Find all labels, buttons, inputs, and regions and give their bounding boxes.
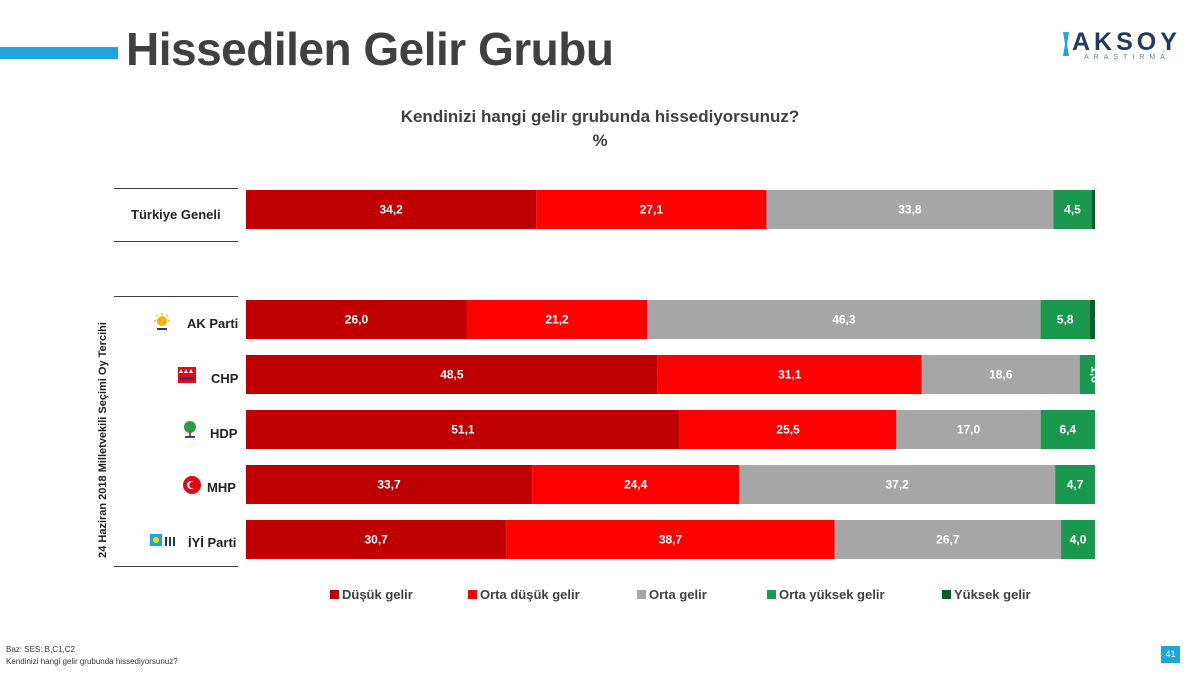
bar-segment (1089, 300, 1095, 339)
bar-segment (1040, 410, 1095, 449)
bar-value-label: 1,8 (1088, 366, 1102, 383)
bar-segment (532, 465, 740, 504)
row-label-iyi-parti: İYİ Parti (188, 535, 237, 550)
page-title: Hissedilen Gelir Grubu (126, 23, 614, 75)
footnote-base: Baz: SES: B,C1,C2 (6, 645, 75, 654)
bar-segment (466, 300, 648, 339)
legend-swatch (767, 590, 776, 599)
mhp-logo-icon (183, 476, 201, 494)
aksoy-logo: AKSOY ARAŞTIRMA (1062, 28, 1182, 68)
chp-logo-icon (178, 367, 196, 383)
bar-segment (246, 410, 680, 449)
chart-title: Kendinizi hangi gelir grubunda hissediyo… (400, 107, 800, 126)
bar-segment (647, 300, 1041, 339)
legend-label: Orta gelir (649, 587, 707, 602)
bar-segment (766, 190, 1054, 229)
bar-value-label: 27,1 (640, 203, 664, 217)
bar-segment (506, 520, 835, 559)
legend-swatch (330, 590, 339, 599)
chart-subtitle: % (592, 131, 608, 150)
bar-segment (536, 190, 767, 229)
page-number: 41 (1161, 646, 1180, 663)
bar-value-label: 34,2 (379, 203, 403, 217)
bar-value-label: 24,4 (624, 478, 648, 492)
bar-value-label: 48,5 (440, 368, 464, 382)
bar-value-label: 6,4 (1059, 423, 1076, 437)
ak-parti-logo-icon (154, 313, 170, 330)
bar-segment (657, 355, 922, 394)
title-accent-bar (0, 47, 118, 59)
bar-segment (246, 465, 533, 504)
bar-segment (896, 410, 1041, 449)
legend-item-orta-yuksek-gelir: Orta yüksek gelir (767, 587, 885, 602)
row-label-hdp: HDP (210, 426, 238, 441)
bar-value-label: 46,3 (832, 313, 856, 327)
legend-swatch (468, 590, 477, 599)
legend-swatch (637, 590, 646, 599)
bar-segment (679, 410, 897, 449)
bar-value-label: 31,1 (778, 368, 802, 382)
bar-segment (921, 355, 1080, 394)
row-divider (114, 296, 238, 297)
row-label-mhp: MHP (207, 480, 236, 495)
bar-value-label: 33,7 (377, 478, 401, 492)
bar-value-label: 4,5 (1064, 203, 1081, 217)
bar-segment (246, 190, 537, 229)
bar-value-label: 17,0 (957, 423, 981, 437)
row-label-ak-parti: AK Parti (187, 316, 239, 331)
bar-segment (1055, 465, 1095, 504)
bar-segment (834, 520, 1062, 559)
bar-value-label: 5,8 (1057, 313, 1074, 327)
bar-segment (1091, 190, 1095, 229)
legend-label: Düşük gelir (342, 587, 413, 602)
logo-mark-icon (1063, 32, 1069, 56)
logo-subtext: ARAŞTIRMA (1084, 54, 1170, 61)
iyi-parti-logo-icon (150, 534, 175, 546)
bar-value-label: 37,2 (886, 478, 910, 492)
bar-segment (1053, 190, 1092, 229)
bar-value-label: 51,1 (451, 423, 475, 437)
bar-value-label: 0, (1094, 204, 1108, 214)
logo-text: AKSOY (1072, 28, 1181, 56)
bar-value-label: 4,7 (1067, 478, 1084, 492)
bar-segment (246, 355, 658, 394)
bar-segment (1079, 355, 1095, 394)
legend-label: Yüksek gelir (954, 587, 1031, 602)
bar-value-label: 30,7 (365, 533, 389, 547)
legend-item-orta-gelir: Orta gelir (637, 587, 707, 602)
bar-value-label: 33,8 (898, 203, 922, 217)
row-label-chp: CHP (211, 371, 239, 386)
row-divider (114, 241, 238, 242)
legend-swatch (942, 590, 951, 599)
legend-label: Orta düşük gelir (480, 587, 580, 602)
hdp-logo-icon (184, 421, 196, 438)
bar-value-label: 18,6 (989, 368, 1013, 382)
bar-value-label: 26,7 (936, 533, 960, 547)
bar-segment (1040, 300, 1090, 339)
bar-segment (246, 300, 467, 339)
legend-item-yuksek-gelir: Yüksek gelir (942, 587, 1031, 602)
bar-value-label: 0,6 (1093, 311, 1107, 328)
row-label-turkiye-geneli: Türkiye Geneli (131, 207, 221, 222)
bar-segment (1061, 520, 1095, 559)
row-divider (114, 188, 238, 189)
bar-segment (246, 520, 507, 559)
footnote-question: Kendinizi hangi gelir grubunda hissediyo… (6, 657, 178, 666)
bar-value-label: 4,0 (1070, 533, 1087, 547)
row-divider (114, 566, 238, 567)
bar-segment (739, 465, 1056, 504)
bar-value-label: 21,2 (545, 313, 569, 327)
legend-label: Orta yüksek gelir (779, 587, 885, 602)
legend-item-orta-dusuk-gelir: Orta düşük gelir (468, 587, 580, 602)
legend-item-dusuk-gelir: Düşük gelir (330, 587, 413, 602)
bar-value-label: 26,0 (345, 313, 369, 327)
bar-value-label: 38,7 (659, 533, 683, 547)
bar-value-label: 25,5 (776, 423, 800, 437)
